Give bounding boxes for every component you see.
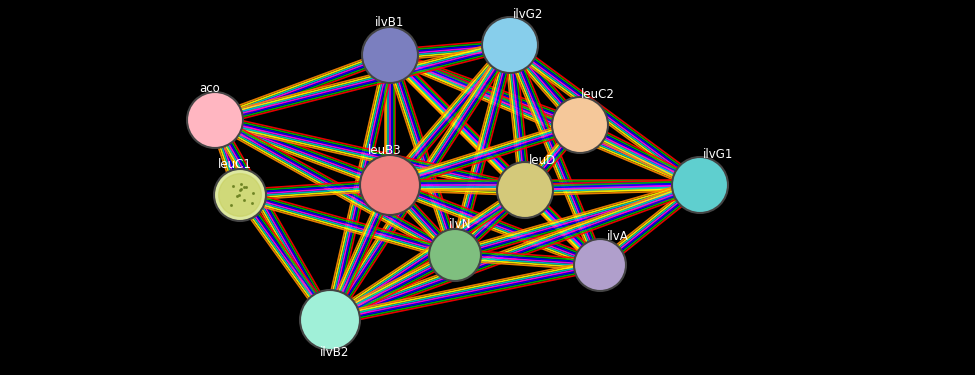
Circle shape [218,174,261,216]
Circle shape [214,169,266,221]
Text: ilvG1: ilvG1 [703,148,733,162]
Circle shape [429,229,481,281]
Circle shape [482,17,538,73]
Circle shape [497,162,553,218]
Circle shape [552,97,608,153]
Text: ilvB1: ilvB1 [375,16,405,30]
Text: aco: aco [200,81,220,94]
Text: ilvB2: ilvB2 [321,346,350,360]
Text: ilvG2: ilvG2 [513,9,543,21]
Circle shape [187,92,243,148]
Circle shape [672,157,728,213]
Text: ilvN: ilvN [448,219,471,231]
Circle shape [300,290,360,350]
Text: leuB3: leuB3 [369,144,402,158]
Circle shape [362,27,418,83]
Circle shape [360,155,420,215]
Text: leuD: leuD [529,153,557,166]
Text: leuC2: leuC2 [581,88,615,102]
Text: ilvA: ilvA [607,231,629,243]
Circle shape [574,239,626,291]
Text: leuC1: leuC1 [218,159,252,171]
